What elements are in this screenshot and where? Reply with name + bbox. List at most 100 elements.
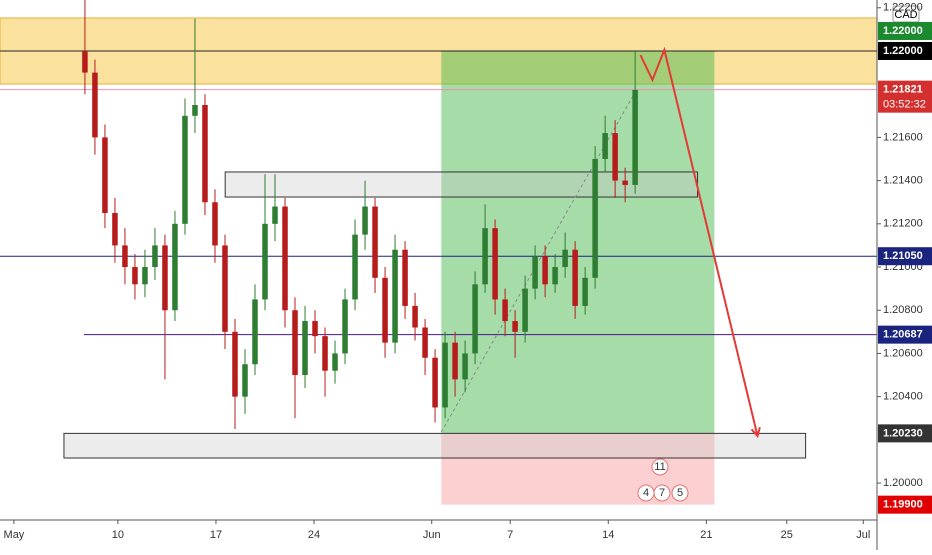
- candle-body: [412, 305, 418, 328]
- candle-body: [232, 331, 238, 397]
- candle-body: [442, 342, 448, 408]
- candle-body: [462, 353, 468, 380]
- price-label: 1.22000: [883, 45, 923, 57]
- candle-body: [92, 72, 98, 138]
- price-label-box: [878, 424, 932, 443]
- candle-body: [542, 256, 548, 285]
- event-label: 4: [643, 487, 649, 499]
- event-label: 5: [677, 487, 683, 499]
- candle-body: [582, 277, 588, 306]
- zone: [63, 432, 807, 459]
- candle-body: [132, 267, 138, 285]
- x-tick-label: Jun: [423, 529, 441, 541]
- price-label: 1.21821: [883, 84, 923, 96]
- candle-body: [482, 228, 488, 285]
- arrow: [639, 46, 759, 437]
- event-label: 11: [654, 461, 665, 473]
- candle-body: [212, 202, 218, 246]
- y-tick-label: 1.20800: [883, 304, 923, 316]
- candle-body: [362, 206, 368, 235]
- event-icon[interactable]: [651, 458, 669, 476]
- candle-body: [432, 357, 438, 408]
- x-tick-label: 7: [507, 529, 513, 541]
- x-tick-label: 21: [700, 529, 712, 541]
- candle-body: [502, 299, 508, 322]
- candle-body: [252, 299, 258, 365]
- candle-body: [192, 104, 198, 116]
- candle-body: [572, 249, 578, 306]
- candle-body: [592, 159, 598, 278]
- y-tick-label: 1.21400: [883, 175, 923, 187]
- candle-body: [392, 249, 398, 343]
- price-label-box: [878, 247, 932, 266]
- candle-body: [182, 115, 188, 224]
- candle-body: [472, 284, 478, 354]
- price-label: 1.21050: [883, 250, 923, 262]
- event-icon[interactable]: [653, 484, 671, 502]
- price-label-box: [878, 325, 932, 344]
- candle-body: [552, 267, 558, 285]
- candle-body: [382, 277, 388, 343]
- x-tick-label: 17: [210, 529, 222, 541]
- x-tick-label: 10: [112, 529, 124, 541]
- candle-body: [142, 267, 148, 285]
- price-label-box: [878, 80, 932, 113]
- y-tick-label: 1.22200: [883, 2, 923, 14]
- y-tick-label: 1.20600: [883, 347, 923, 359]
- price-label: 1.20687: [883, 329, 923, 341]
- candle-body: [112, 213, 118, 246]
- currency: CAD: [894, 9, 917, 21]
- plot-area: [0, 0, 878, 505]
- candle-body: [272, 206, 278, 224]
- candle-body: [452, 342, 458, 380]
- y-tick-label: 1.21200: [883, 218, 923, 230]
- candle-body: [372, 206, 378, 278]
- arrow-head: [750, 427, 761, 438]
- price-label-box: [878, 41, 932, 60]
- y-tick-label: 1.20400: [883, 391, 923, 403]
- candle-body: [352, 234, 358, 300]
- x-tick-label: May: [4, 529, 25, 541]
- candle-body: [402, 249, 408, 306]
- candle-body: [122, 245, 128, 268]
- price-label: 1.22000: [883, 25, 923, 37]
- candle-body: [512, 321, 518, 332]
- candle-body: [202, 104, 208, 203]
- candle-body: [172, 223, 178, 311]
- candle-body: [162, 245, 168, 311]
- candle-body: [82, 50, 88, 73]
- candle-body: [222, 245, 228, 332]
- price-label-box: [878, 495, 932, 514]
- y-tick-label: 1.21600: [883, 131, 923, 143]
- candle-body: [302, 321, 308, 376]
- x-tick-label: 14: [602, 529, 614, 541]
- candle-body: [632, 89, 638, 185]
- candle-body: [102, 137, 108, 214]
- x-tick-label: 24: [308, 529, 320, 541]
- candle-body: [262, 223, 268, 300]
- candle-body: [622, 180, 628, 185]
- x-tick-label: 25: [781, 529, 793, 541]
- candle-body: [492, 228, 498, 300]
- candle-body: [342, 299, 348, 354]
- price-label: 1.20230: [883, 427, 923, 439]
- candle-body: [422, 327, 428, 358]
- y-tick-label: 1.20000: [883, 477, 923, 489]
- zone: [441, 50, 715, 434]
- candle-body: [532, 256, 538, 289]
- candle-body: [282, 206, 288, 311]
- candle-body: [612, 133, 618, 181]
- candle-body: [292, 310, 298, 376]
- price-label-time: 03:52:32: [883, 99, 926, 111]
- x-tick-label: Jul: [856, 529, 870, 541]
- candle-body: [602, 133, 608, 160]
- price-label-box: [878, 21, 932, 40]
- candle-body: [332, 353, 338, 371]
- event-label: 7: [659, 487, 665, 499]
- price-label: 1.19900: [883, 499, 923, 511]
- event-icon[interactable]: [671, 484, 689, 502]
- candle-body: [322, 336, 328, 371]
- candle-body: [312, 321, 318, 337]
- candle-body: [562, 249, 568, 268]
